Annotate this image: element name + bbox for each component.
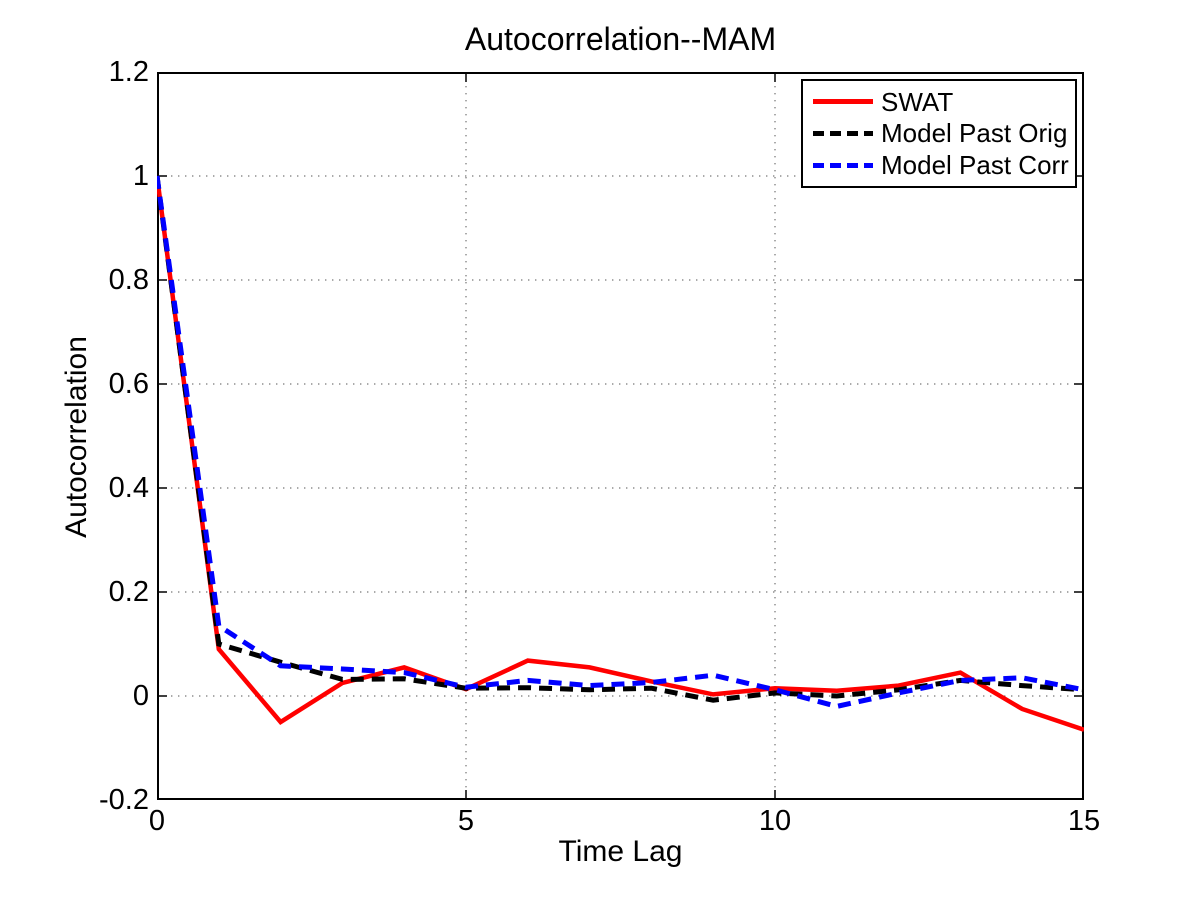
x-tick-label: 0: [148, 805, 166, 837]
x-tick-label: 10: [758, 805, 792, 837]
legend-label-model-past-orig: Model Past Orig: [881, 118, 1068, 149]
legend: SWAT Model Past Orig Model Past Corr: [801, 79, 1077, 188]
plot-svg: [157, 72, 1084, 800]
legend-line-sample-swat: [813, 99, 873, 105]
y-tick-label: 1: [132, 160, 149, 192]
legend-line-sample-model-past-orig: [813, 130, 873, 136]
y-tick-label: 0: [132, 680, 149, 712]
y-tick-label: 0.4: [108, 472, 149, 504]
legend-entry-model-past-corr: Model Past Corr: [813, 150, 1075, 180]
legend-label-swat: SWAT: [881, 86, 954, 117]
y-tick-label: 0.6: [108, 368, 149, 400]
series-line-1: [157, 175, 1084, 703]
plot-area: [157, 72, 1084, 800]
y-tick-label: -0.2: [99, 784, 149, 816]
series-line-2: [157, 175, 1084, 709]
y-tick-label: 1.2: [108, 56, 149, 88]
y-tick-label: 0.8: [108, 264, 149, 296]
series-line-0: [157, 175, 1084, 732]
legend-entry-swat: SWAT: [813, 87, 1075, 117]
legend-entry-model-past-orig: Model Past Orig: [813, 118, 1075, 148]
x-tick-label: 15: [1067, 805, 1101, 837]
y-tick-label: 0.2: [108, 576, 149, 608]
legend-label-model-past-corr: Model Past Corr: [881, 150, 1069, 181]
legend-line-sample-model-past-corr: [813, 162, 873, 168]
chart-title: Autocorrelation--MAM: [464, 21, 777, 57]
x-axis-label: Time Lag: [558, 835, 683, 868]
axes-box: [157, 72, 1084, 800]
x-tick-label: 5: [457, 805, 475, 837]
